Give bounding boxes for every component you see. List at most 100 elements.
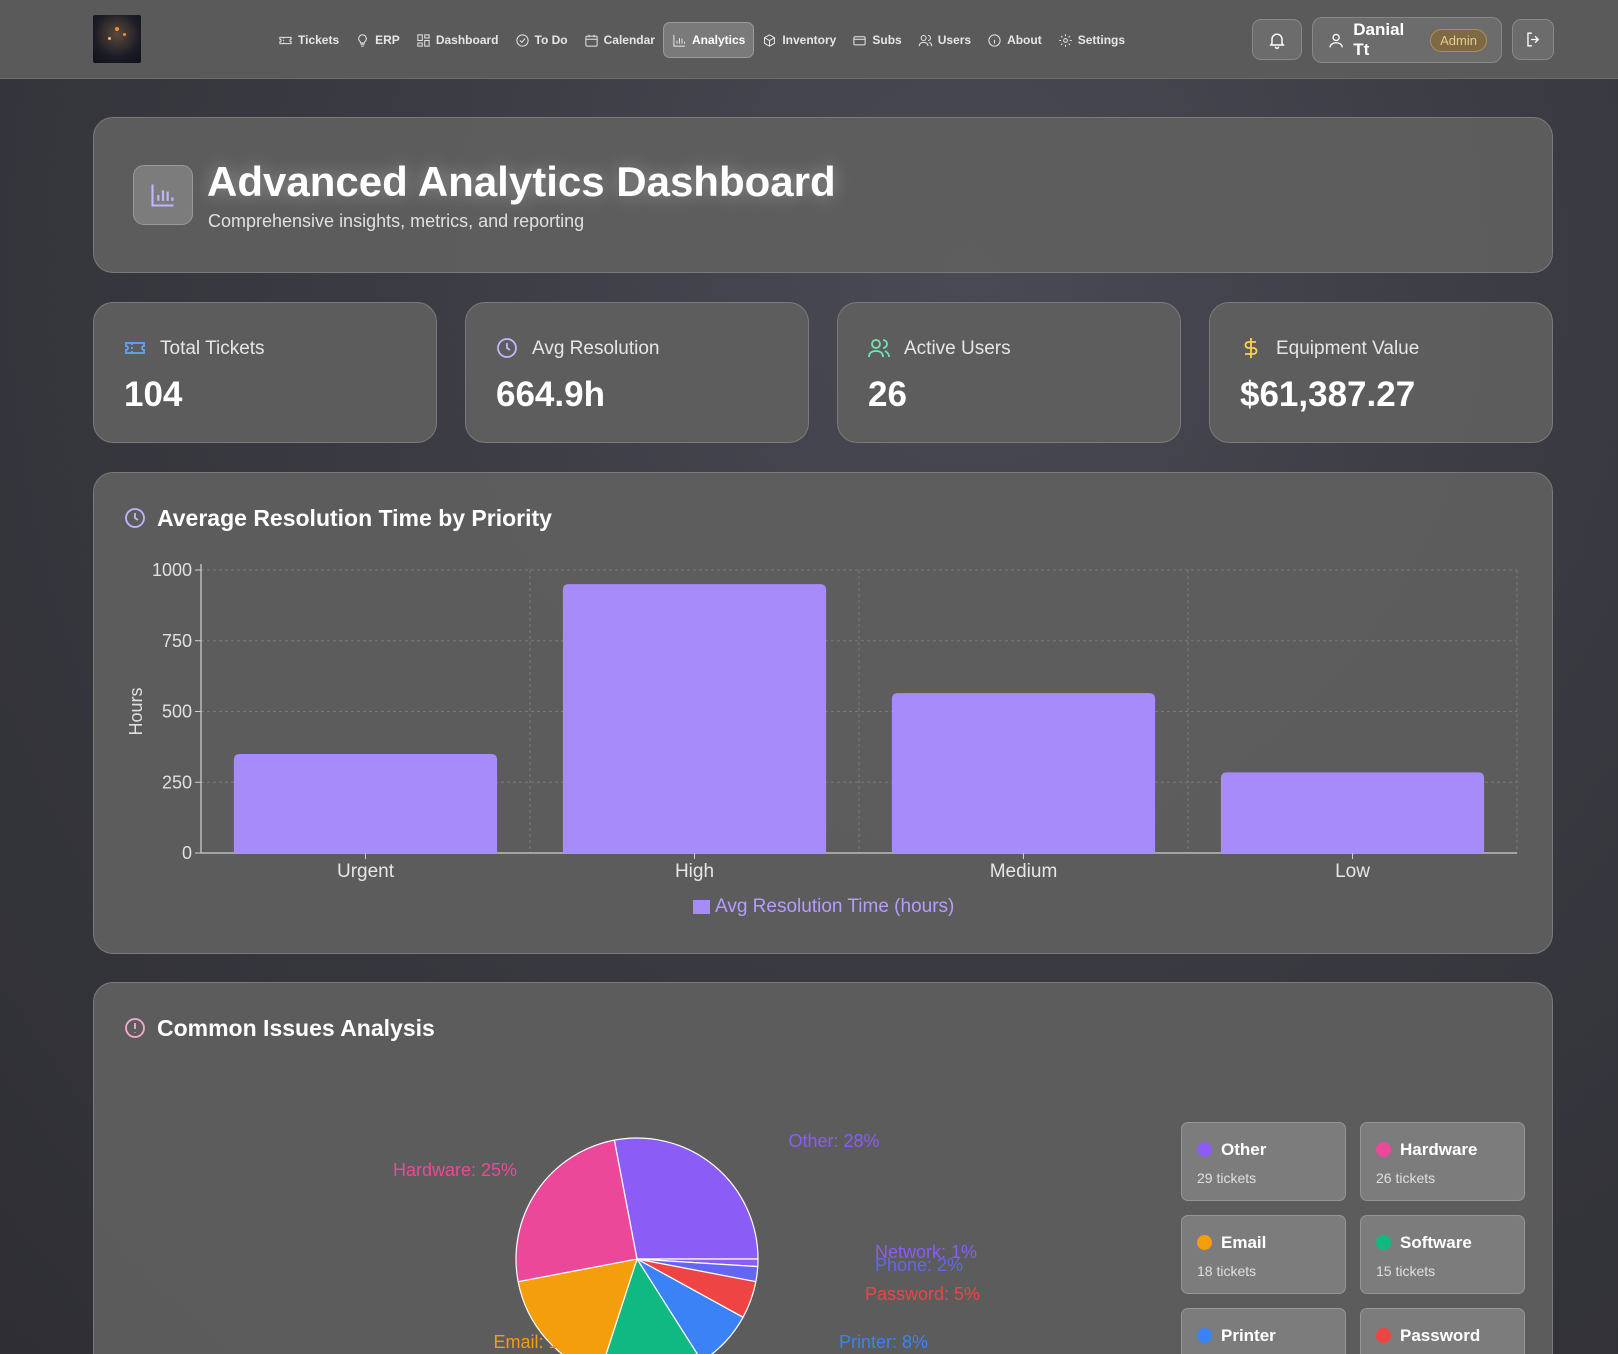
nav-item-tickets[interactable]: Tickets <box>270 22 347 58</box>
issue-color-dot <box>1197 1328 1212 1343</box>
y-axis-label: Hours <box>126 687 146 735</box>
stat-value: 26 <box>868 375 907 414</box>
lightbulb-icon <box>358 33 367 47</box>
y-tick-label: 750 <box>162 631 192 651</box>
app-logo[interactable] <box>93 15 141 63</box>
page-title: Advanced Analytics Dashboard <box>207 158 836 205</box>
bar-urgent[interactable] <box>233 753 498 853</box>
issue-count: 29 tickets <box>1197 1170 1257 1186</box>
gear-icon <box>1058 33 1072 47</box>
nav-item-subs[interactable]: Subs <box>844 22 909 58</box>
issue-tile-printer[interactable]: Printer <box>1181 1308 1346 1354</box>
y-tick-label: 0 <box>182 843 192 863</box>
pie-slice-printer[interactable] <box>636 1258 744 1354</box>
nav-item-label: Calendar <box>603 33 655 47</box>
issue-color-dot <box>1376 1142 1391 1157</box>
stat-card-total-tickets: Total Tickets 104 <box>93 302 437 443</box>
box-icon <box>764 33 776 47</box>
resolution-bar-chart: 0 250 500 750 1000 Urgent High Medium Low Hours Av… <box>126 560 1518 917</box>
bar-low[interactable] <box>1220 772 1485 853</box>
nav-item-about[interactable]: About <box>979 22 1050 58</box>
bar-high[interactable] <box>562 584 827 853</box>
main-nav: Tickets ERP Dashboard To Do Calendar Ana… <box>270 22 1133 58</box>
y-tick-label: 500 <box>162 702 192 722</box>
legend-label[interactable]: Avg Resolution Time (hours) <box>715 896 954 917</box>
x-tick-label: Urgent <box>337 861 395 882</box>
nav-item-label: ERP <box>375 33 400 47</box>
credit-card-icon <box>853 35 866 45</box>
stat-value: $61,387.27 <box>1240 375 1416 414</box>
common-issues-card: Common Issues Analysis Other: 28% Network… <box>93 982 1553 1354</box>
info-icon <box>988 33 1001 47</box>
section-title: Common Issues Analysis <box>157 1015 435 1041</box>
nav-item-analytics[interactable]: Analytics <box>662 22 755 58</box>
logout-icon <box>1526 32 1539 47</box>
nav-item-calendar[interactable]: Calendar <box>576 22 663 58</box>
ticket-icon <box>279 36 292 44</box>
stat-label: Avg Resolution <box>532 338 660 359</box>
nav-item-users[interactable]: Users <box>910 22 979 58</box>
chart-title: Average Resolution Time by Priority <box>157 505 552 531</box>
bar-chart-icon <box>673 34 686 47</box>
issue-tile-email[interactable]: Email 18 tickets <box>1181 1215 1346 1294</box>
nav-item-label: Tickets <box>298 33 340 47</box>
issue-name: Email <box>1221 1233 1267 1252</box>
calendar-icon <box>585 34 598 47</box>
nav-item-label: About <box>1007 33 1042 47</box>
y-tick-label: 250 <box>162 772 192 792</box>
issue-name: Password <box>1400 1326 1481 1345</box>
pie-slice-email[interactable] <box>517 1258 638 1354</box>
nav-item-todo[interactable]: To Do <box>507 22 576 58</box>
nav-item-inventory[interactable]: Inventory <box>754 22 844 58</box>
y-tick-label: 1000 <box>152 560 192 580</box>
issue-color-dot <box>1197 1235 1212 1250</box>
issue-tile-software[interactable]: Software 15 tickets <box>1360 1215 1525 1294</box>
pie-label-password: Password: 5% <box>865 1284 980 1304</box>
page-header-card: Advanced Analytics Dashboard Comprehensi… <box>93 117 1553 273</box>
issue-name: Software <box>1400 1233 1472 1252</box>
users-icon <box>918 34 932 46</box>
stat-value: 104 <box>124 375 183 414</box>
check-circle-icon <box>515 33 529 47</box>
bar-medium[interactable] <box>891 693 1156 853</box>
stat-label: Active Users <box>904 338 1011 359</box>
analytics-header-icon-box <box>133 165 193 225</box>
nav-item-label: Analytics <box>691 33 746 47</box>
issue-color-dot <box>1376 1328 1391 1343</box>
stat-label: Equipment Value <box>1276 338 1420 359</box>
clock-icon <box>497 338 517 358</box>
stat-label: Total Tickets <box>160 338 265 359</box>
nav-item-settings[interactable]: Settings <box>1050 22 1133 58</box>
dollar-icon <box>1244 338 1258 358</box>
issue-count: 15 tickets <box>1376 1263 1436 1279</box>
users-icon <box>868 339 890 358</box>
pie-slice-hardware[interactable] <box>515 1139 638 1283</box>
dashboard-icon <box>417 33 430 47</box>
issue-tile-password[interactable]: Password <box>1360 1308 1525 1354</box>
pie-slice-other[interactable] <box>613 1137 759 1260</box>
nav-item-label: Dashboard <box>435 33 499 47</box>
nav-item-label: Users <box>937 33 972 47</box>
issue-count: 26 tickets <box>1376 1170 1436 1186</box>
page-subtitle: Comprehensive insights, metrics, and rep… <box>208 211 585 231</box>
pie-label-printer: Printer: 8% <box>839 1332 928 1352</box>
nav-item-erp[interactable]: ERP <box>347 22 408 58</box>
pie-label-phone: Phone: 2% <box>875 1255 963 1275</box>
logout-button[interactable] <box>1512 19 1554 60</box>
nav-item-dashboard[interactable]: Dashboard <box>408 22 507 58</box>
legend-swatch <box>693 900 710 914</box>
issue-count: 18 tickets <box>1197 1263 1257 1279</box>
stat-card-avg-resolution: Avg Resolution 664.9h <box>465 302 809 443</box>
nav-item-label: Subs <box>872 33 902 47</box>
nav-item-label: To Do <box>534 33 568 47</box>
notifications-button[interactable] <box>1252 19 1302 60</box>
x-tick-label: Medium <box>990 861 1058 882</box>
pie-slice-software[interactable] <box>600 1257 702 1354</box>
stat-card-active-users: Active Users 26 <box>837 302 1181 443</box>
issue-tile-hardware[interactable]: Hardware 26 tickets <box>1360 1122 1525 1201</box>
issue-tile-other[interactable]: Other 29 tickets <box>1181 1122 1346 1201</box>
user-menu-button[interactable]: Danial Tt Admin <box>1312 17 1502 63</box>
issue-color-dot <box>1376 1235 1391 1250</box>
issue-name: Hardware <box>1400 1140 1478 1159</box>
nav-item-label: Settings <box>1077 33 1126 47</box>
